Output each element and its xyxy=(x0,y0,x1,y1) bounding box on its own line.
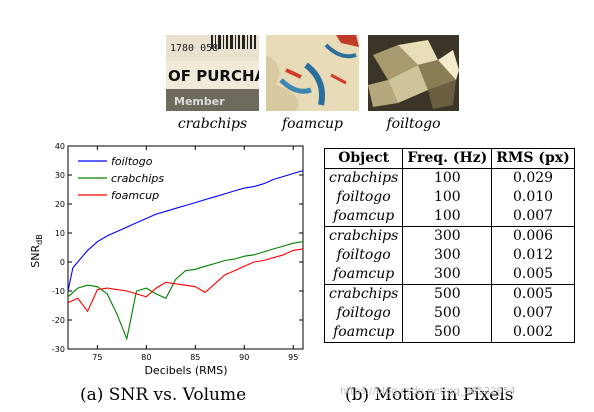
table-row: crabchips 100 0.029 xyxy=(323,168,575,188)
rms-cell: 0.005 xyxy=(491,265,575,285)
legend-label-crabchips: crabchips xyxy=(111,172,164,185)
y-axis-title-main: SNR xyxy=(29,245,42,268)
y-tick-label: 0 xyxy=(60,258,65,267)
object-cell: foamcup xyxy=(323,265,404,285)
x-tick-label: 95 xyxy=(288,353,298,362)
object-cell: foiltogo xyxy=(323,304,404,323)
object-cell: crabchips xyxy=(323,226,404,246)
rms-cell: 0.007 xyxy=(491,207,575,227)
object-cell: crabchips xyxy=(323,168,404,188)
freq-cell: 300 xyxy=(402,226,493,246)
y-tick-label: -30 xyxy=(52,345,65,354)
legend-label-foiltogo: foiltogo xyxy=(111,155,153,168)
rms-cell: 0.029 xyxy=(491,168,575,188)
crabchips-photo: 1780 058 OF PURCHAS Member xyxy=(166,35,259,111)
rms-cell: 0.002 xyxy=(491,323,575,343)
foamcup-photo-label: foamcup xyxy=(281,116,344,132)
legend: foiltogo crabchips foamcup xyxy=(78,155,164,202)
crabchips-photo-label: crabchips xyxy=(177,116,248,132)
plot-frame xyxy=(67,145,304,350)
x-tick-label: 85 xyxy=(190,353,200,362)
svg-text:SNRdB: SNRdB xyxy=(29,234,44,267)
foiltogo-photo xyxy=(368,35,459,111)
y-tick-label: -10 xyxy=(52,287,65,296)
col-header-freq: Freq. (Hz) xyxy=(402,148,493,169)
foiltogo-photo-label: foiltogo xyxy=(386,116,441,132)
series-line-foamcup xyxy=(67,248,304,313)
snr-vs-volume-chart: 75 80 85 90 95 40 30 20 10 0 -10 -20 -30 foiltogo cr… xyxy=(29,142,304,377)
table-row: foamcup 100 0.007 xyxy=(323,207,575,227)
caption-left: (a) SNR vs. Volume xyxy=(80,385,247,405)
rms-cell: 0.012 xyxy=(491,246,575,265)
photo-printed-text: OF PURCHAS xyxy=(168,67,259,85)
watermark: https://blog.csdn.net/qq_38522954 xyxy=(340,386,516,397)
freq-cell: 100 xyxy=(402,188,493,207)
rms-cell: 0.010 xyxy=(491,188,575,207)
table-row: crabchips 500 0.005 xyxy=(323,284,575,304)
y-tick-label: 20 xyxy=(55,200,65,209)
y-axis-title: SNRdB xyxy=(29,234,44,267)
object-cell: crabchips xyxy=(323,284,404,304)
photo-printed-text: Member xyxy=(174,95,225,108)
freq-cell: 100 xyxy=(402,168,493,188)
col-header-rms: RMS (px) xyxy=(491,148,575,169)
x-tick-label: 80 xyxy=(141,353,151,362)
foamcup-photo xyxy=(266,35,359,111)
x-tick-label: 90 xyxy=(239,353,249,362)
y-tick-label: 40 xyxy=(55,142,65,151)
freq-cell: 300 xyxy=(402,246,493,265)
table-row: foamcup 500 0.002 xyxy=(323,323,575,343)
table-header-row: Object Freq. (Hz) RMS (px) xyxy=(323,148,575,169)
motion-table: Object Freq. (Hz) RMS (px) crabchips 100… xyxy=(323,148,575,343)
table-row: foiltogo 500 0.007 xyxy=(323,304,575,323)
object-cell: foamcup xyxy=(323,207,404,227)
photo-printed-text: 1780 058 xyxy=(170,43,218,54)
object-cell: foamcup xyxy=(323,323,404,343)
series-line-foiltogo xyxy=(67,170,304,292)
table-row: foiltogo 100 0.010 xyxy=(323,188,575,207)
freq-cell: 100 xyxy=(402,207,493,227)
y-tick-label: -20 xyxy=(52,316,65,325)
freq-cell: 500 xyxy=(402,304,493,323)
freq-cell: 500 xyxy=(402,284,493,304)
freq-cell: 500 xyxy=(402,323,493,343)
y-tick-label: 10 xyxy=(55,229,65,238)
x-tick-label: 75 xyxy=(92,353,102,362)
table-row: foamcup 300 0.005 xyxy=(323,265,575,285)
caption-right: (b) Motion in Pixels xyxy=(345,385,514,405)
rms-cell: 0.006 xyxy=(491,226,575,246)
series-line-crabchips xyxy=(67,241,304,341)
table-row: crabchips 300 0.006 xyxy=(323,226,575,246)
col-header-object: Object xyxy=(323,148,404,169)
table-row: foiltogo 300 0.012 xyxy=(323,246,575,265)
y-tick-label: 30 xyxy=(55,171,65,180)
legend-label-foamcup: foamcup xyxy=(111,189,159,202)
y-axis-title-sub: dB xyxy=(35,234,44,245)
rms-cell: 0.005 xyxy=(491,284,575,304)
freq-cell: 300 xyxy=(402,265,493,285)
object-cell: foiltogo xyxy=(323,188,404,207)
rms-cell: 0.007 xyxy=(491,304,575,323)
x-axis-title: Decibels (RMS) xyxy=(144,364,227,377)
object-cell: foiltogo xyxy=(323,246,404,265)
